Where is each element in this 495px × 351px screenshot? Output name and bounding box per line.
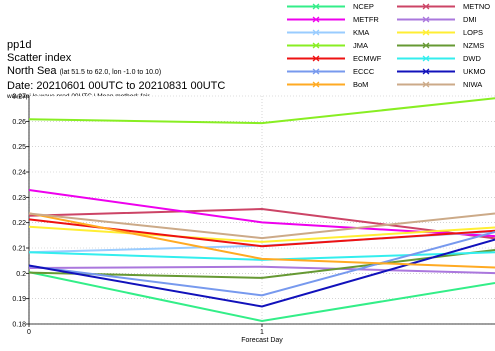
series-line-dmi xyxy=(28,265,495,275)
region-coords: (lat 51.5 to 62.0, lon -1.0 to 10.0) xyxy=(59,69,162,76)
y-tick-label: 0.24 xyxy=(12,170,26,177)
legend-item-ukmo: UKMO xyxy=(395,66,495,77)
legend-item-dwd: DWD xyxy=(395,53,495,64)
y-tick-label: 0.21 xyxy=(12,246,26,253)
legend-label: UKMO xyxy=(463,67,486,76)
legend-swatch xyxy=(287,42,345,49)
legend-swatch xyxy=(397,42,455,49)
legend-item-eccc: ECCC xyxy=(285,66,395,77)
chart-date-range: Date: 20210601 00UTC to 20210831 00UTC xyxy=(7,80,226,92)
legend-item-niwa: NIWA xyxy=(395,79,495,90)
series-line-lops xyxy=(28,225,495,243)
legend-item-lops: LOPS xyxy=(395,27,495,38)
legend-swatch xyxy=(397,16,455,23)
legend-swatch xyxy=(287,81,345,88)
series-line-metno xyxy=(28,207,495,240)
x-tick-label: 1 xyxy=(260,329,264,336)
legend-label: KMA xyxy=(353,28,370,37)
series-line-ukmo xyxy=(28,238,495,308)
y-tick-label: 0.2 xyxy=(16,271,26,278)
chart-title-variable: pp1d xyxy=(7,39,32,51)
legend-label: METFR xyxy=(353,15,379,24)
y-tick-label: 0.26 xyxy=(12,119,26,126)
legend-item-metfr: METFR xyxy=(285,14,395,25)
x-axis-label: Forecast Day xyxy=(241,337,283,344)
legend-swatch xyxy=(287,3,345,10)
x-tick-label: 0 xyxy=(27,329,31,336)
legend-label: LOPS xyxy=(463,28,484,37)
region-name: North Sea xyxy=(7,65,57,77)
legend-item-dmi: DMI xyxy=(395,14,495,25)
legend-swatch xyxy=(397,29,455,36)
chart-title-metric: Scatter index xyxy=(7,52,72,64)
legend-swatch xyxy=(397,3,455,10)
legend-label: ECMWF xyxy=(353,54,382,63)
legend-item-kma: KMA xyxy=(285,27,395,38)
series-line-jma xyxy=(28,97,495,125)
legend-item-ncep: NCEP xyxy=(285,1,395,12)
legend-label: DMI xyxy=(463,15,477,24)
legend-label: ECCC xyxy=(353,67,375,76)
y-tick-label: 0.18 xyxy=(12,322,26,329)
legend-item-bom: BoM xyxy=(285,79,395,90)
series-line-niwa xyxy=(28,212,495,240)
series-line-ncep xyxy=(28,271,495,323)
series-line-eccc xyxy=(28,231,495,297)
legend-swatch xyxy=(397,55,455,62)
chart-region: North Sea (lat 51.5 to 62.0, lon -1.0 to… xyxy=(7,65,161,77)
legend-item-nzms: NZMS xyxy=(395,40,495,51)
y-tick-label: 0.27 xyxy=(12,94,26,101)
legend-label: METNO xyxy=(463,2,491,11)
legend-item-metno: METNO xyxy=(395,1,495,12)
legend-swatch xyxy=(287,16,345,23)
y-tick-label: 0.23 xyxy=(12,195,26,202)
legend-label: NCEP xyxy=(353,2,374,11)
y-tick-label: 0.22 xyxy=(12,220,26,227)
series-line-nzms xyxy=(28,249,495,279)
legend-swatch xyxy=(287,29,345,36)
chart-legend: NCEP METNO METFR DMI KMA LOPS JMA NZMS ECMWF DWD E… xyxy=(285,1,495,91)
legend-label: NZMS xyxy=(463,41,485,50)
y-tick-label: 0.19 xyxy=(12,296,26,303)
legend-swatch xyxy=(287,55,345,62)
series-line-bom xyxy=(28,212,495,269)
y-tick-label: 0.25 xyxy=(12,144,26,151)
legend-label: DWD xyxy=(463,54,481,63)
legend-label: JMA xyxy=(353,41,368,50)
legend-swatch xyxy=(287,68,345,75)
legend-swatch xyxy=(397,81,455,88)
legend-label: NIWA xyxy=(463,80,483,89)
legend-item-jma: JMA xyxy=(285,40,395,51)
legend-swatch xyxy=(397,68,455,75)
legend-label: BoM xyxy=(353,80,369,89)
legend-item-ecmwf: ECMWF xyxy=(285,53,395,64)
